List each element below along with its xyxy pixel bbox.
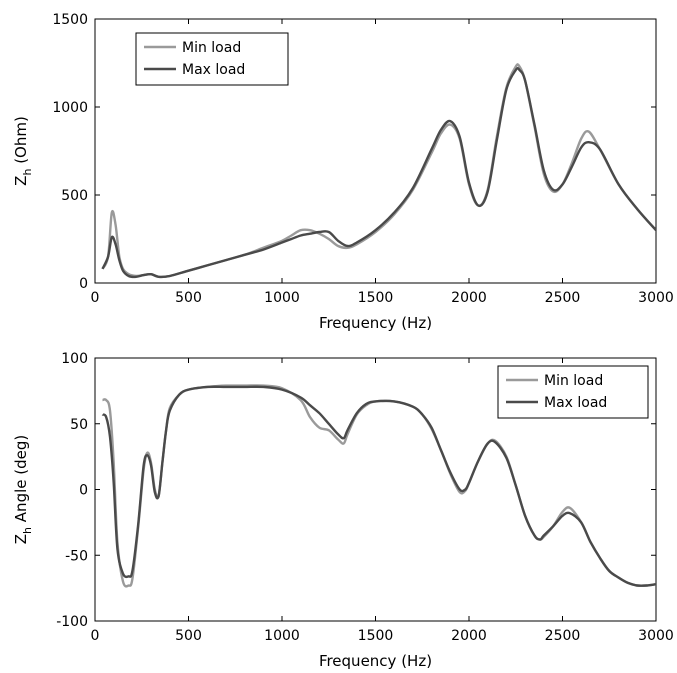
y-tick-label: 1500 bbox=[52, 12, 88, 28]
y-tick-label: -50 bbox=[65, 548, 88, 564]
series-line-min-load bbox=[101, 63, 656, 279]
series-line-max-load bbox=[101, 385, 656, 587]
y-tick-label: 100 bbox=[61, 351, 88, 367]
y-tick-label: -100 bbox=[56, 614, 88, 630]
y-axis-label: Zh Angle (deg) bbox=[12, 435, 34, 544]
x-tick-label: 0 bbox=[91, 290, 100, 306]
legend: Min load Max load bbox=[497, 365, 649, 419]
x-axis-label: Frequency (Hz) bbox=[319, 652, 432, 670]
y-axis-label-rest: Angle (deg) bbox=[12, 435, 30, 527]
legend-label: Min load bbox=[544, 373, 603, 389]
y-tick-label: 1000 bbox=[52, 100, 88, 116]
x-tick-label: 1500 bbox=[358, 628, 394, 644]
legend-label: Min load bbox=[182, 40, 241, 56]
legend-box bbox=[135, 32, 289, 86]
y-tick-label: 500 bbox=[61, 188, 88, 204]
y-axis-label-main: Z bbox=[12, 534, 30, 544]
y-tick-label: 0 bbox=[79, 276, 88, 292]
x-tick-label: 2500 bbox=[545, 628, 581, 644]
legend-label: Max load bbox=[182, 62, 245, 78]
x-tick-label: 2000 bbox=[451, 628, 487, 644]
y-tick-label: 50 bbox=[70, 417, 88, 433]
legend-box bbox=[497, 365, 649, 419]
y-axis-label-sub: h bbox=[21, 527, 34, 534]
x-tick-label: 2500 bbox=[545, 290, 581, 306]
x-tick-label: 1000 bbox=[264, 290, 300, 306]
y-tick-label: 0 bbox=[79, 483, 88, 499]
x-tick-label: 3000 bbox=[638, 290, 674, 306]
x-tick-label: 500 bbox=[175, 290, 202, 306]
x-tick-label: 3000 bbox=[638, 628, 674, 644]
x-tick-label: 0 bbox=[91, 628, 100, 644]
impedance-angle-chart: 0 500 1000 1500 2000 2500 3000 -100 -50 0 50 100 Fre… bbox=[12, 351, 674, 670]
x-tick-label: 1000 bbox=[264, 628, 300, 644]
y-axis-label-main: Z bbox=[12, 176, 30, 186]
impedance-magnitude-chart: 0 500 1000 1500 2000 2500 3000 0 500 1000 1500 Freq… bbox=[12, 12, 674, 332]
x-tick-label: 2000 bbox=[451, 290, 487, 306]
y-axis-label-sub: h bbox=[21, 169, 34, 176]
legend-label: Max load bbox=[544, 395, 607, 411]
y-axis-label: Zh (Ohm) bbox=[12, 116, 34, 186]
legend: Min load Max load bbox=[135, 32, 289, 86]
y-axis-label-rest: (Ohm) bbox=[12, 116, 30, 168]
series-line-max-load bbox=[101, 66, 656, 279]
x-axis-label: Frequency (Hz) bbox=[319, 314, 432, 332]
x-tick-label: 500 bbox=[175, 628, 202, 644]
x-tick-label: 1500 bbox=[358, 290, 394, 306]
